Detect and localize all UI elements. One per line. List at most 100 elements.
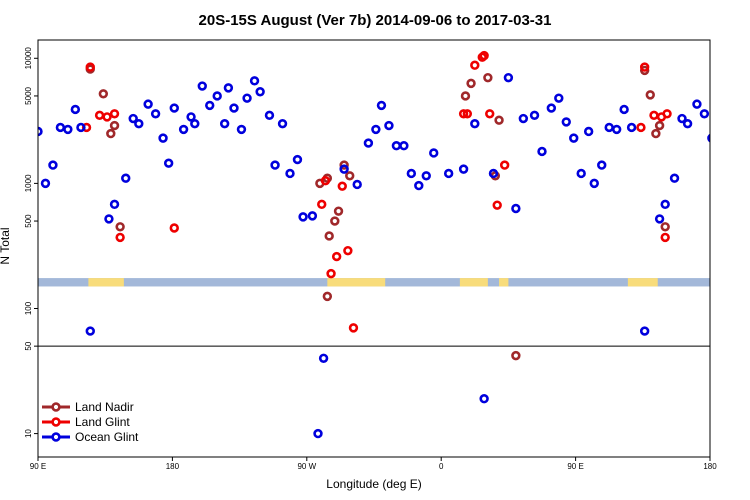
- chart-title: 20S-15S August (Ver 7b) 2014-09-06 to 20…: [199, 12, 552, 29]
- ocean-glint-point: [699, 109, 710, 119]
- ocean-glint-point: [554, 93, 564, 103]
- ocean-glint-point: [292, 154, 303, 165]
- land-glint-point: [343, 245, 353, 256]
- ocean-glint-point: [363, 138, 374, 148]
- ocean-glint-point: [298, 212, 308, 222]
- land-nadir-point: [115, 222, 125, 232]
- ocean-glint-point: [597, 160, 607, 170]
- land-glint-point: [462, 109, 473, 119]
- ocean-glint-point: [158, 133, 168, 143]
- ocean-glint-point: [619, 104, 629, 115]
- ocean-glint-point: [255, 87, 265, 97]
- land-glint-point: [485, 109, 495, 119]
- ocean-glint-point: [205, 100, 215, 111]
- legend-label-land-glint: Land Glint: [75, 415, 130, 429]
- x-tick-label: 0: [439, 462, 444, 471]
- land-glint-point: [331, 251, 342, 262]
- land-nadir-point: [333, 206, 344, 216]
- ocean-glint-point: [109, 199, 120, 210]
- ocean-glint-point: [503, 72, 514, 83]
- land-nadir-point: [330, 216, 340, 226]
- ocean-glint-point: [134, 118, 144, 129]
- ocean-glint-point: [285, 168, 295, 179]
- ocean-glint-point: [529, 110, 540, 121]
- land-glint-point: [636, 122, 646, 133]
- land-band-segment: [499, 278, 509, 287]
- ocean-glint-point: [682, 118, 693, 129]
- ocean-glint-point: [406, 168, 417, 179]
- y-tick-label: 100: [24, 301, 33, 315]
- land-glint-point: [458, 109, 469, 119]
- land-nadir-point: [639, 65, 650, 76]
- ocean-glint-point: [313, 428, 323, 439]
- ocean-glint-point: [458, 164, 469, 174]
- ocean-glint-point: [677, 113, 687, 124]
- ocean-glint-point: [264, 110, 275, 121]
- land-band-segment: [327, 278, 386, 287]
- ocean-glint-point: [186, 112, 196, 122]
- ocean-glint-point: [488, 168, 499, 179]
- land-nadir-point: [494, 115, 504, 125]
- ocean-glint-point: [212, 91, 222, 101]
- ocean-glint-point: [236, 124, 247, 135]
- ocean-glint-point: [654, 214, 665, 224]
- land-nadir-point: [460, 91, 471, 101]
- land-glint-point: [479, 50, 489, 61]
- ocean-glint-point: [48, 160, 58, 170]
- legend-marker-land-glint: [51, 417, 61, 427]
- ocean-glint-point: [121, 173, 131, 183]
- ocean-glint-point: [707, 133, 710, 143]
- ocean-glint-point: [352, 179, 362, 190]
- legend-label-land-nadir: Land Nadir: [75, 400, 134, 414]
- ocean-glint-point: [626, 122, 637, 133]
- land-glint-point: [660, 232, 670, 243]
- y-tick-label: 50: [24, 341, 33, 350]
- ocean-glint-point: [270, 160, 280, 170]
- ocean-glint-point: [669, 173, 680, 183]
- ocean-glint-point: [443, 168, 454, 179]
- land-nadir-point: [339, 160, 349, 170]
- land-nadir-point: [109, 120, 120, 131]
- y-tick-label: 5000: [24, 86, 33, 104]
- ocean-glint-point: [163, 158, 174, 168]
- ocean-glint-point: [470, 118, 480, 129]
- ocean-glint-point: [583, 126, 594, 137]
- ocean-glint-point: [190, 118, 200, 129]
- ocean-glint-point: [40, 178, 51, 189]
- plot-frame: [37, 39, 711, 458]
- ocean-glint-point: [128, 113, 138, 124]
- legend-marker-land-nadir: [51, 402, 61, 412]
- y-tick-label: 10: [24, 429, 33, 438]
- x-tick-label: 90 E: [567, 462, 583, 471]
- land-nadir-point: [345, 171, 355, 181]
- data-points: [38, 50, 710, 439]
- ocean-glint-point: [569, 133, 579, 143]
- ocean-glint-point: [421, 171, 431, 181]
- land-glint-point: [317, 199, 327, 210]
- land-glint-point: [115, 232, 125, 243]
- land-nadir-point: [483, 72, 493, 83]
- ocean-glint-point: [249, 76, 260, 86]
- ocean-glint-point: [561, 117, 571, 127]
- land-nadir-point: [322, 291, 333, 302]
- ocean-glint-point: [429, 148, 439, 158]
- ocean-glint-point: [339, 164, 349, 174]
- land-band-segment: [459, 278, 488, 287]
- x-tick-label: 90 E: [30, 462, 46, 471]
- ocean-glint-point: [76, 122, 86, 133]
- ocean-glint-point: [169, 103, 179, 113]
- legend-label-ocean-glint: Ocean Glint: [75, 430, 139, 444]
- land-glint-point: [102, 112, 112, 122]
- y-tick-label: 500: [24, 214, 33, 228]
- ocean-glint-point: [150, 109, 161, 119]
- land-glint-point: [169, 223, 179, 233]
- ocean-glint-point: [414, 180, 424, 191]
- ocean-glint-point: [371, 124, 381, 135]
- ocean-glint-point: [197, 81, 207, 91]
- x-tick-label: 90 W: [297, 462, 316, 471]
- legend-marker-ocean-glint: [51, 432, 61, 442]
- land-glint-point: [662, 109, 672, 119]
- ocean-glint-point: [589, 178, 599, 189]
